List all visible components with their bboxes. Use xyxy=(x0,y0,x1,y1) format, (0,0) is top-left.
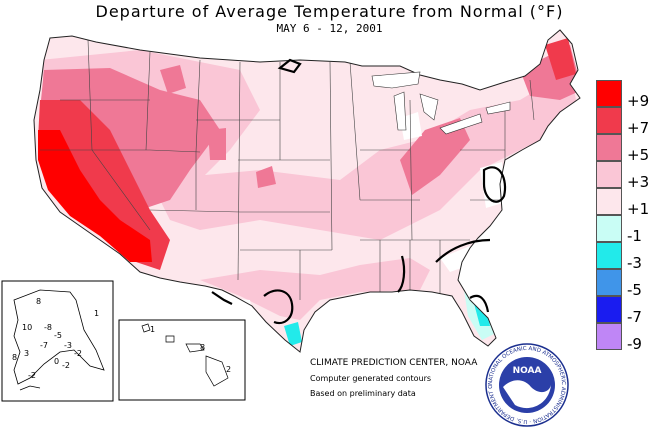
legend-label: -3 xyxy=(627,254,642,272)
alaska-label: -3 xyxy=(64,341,72,350)
alaska-shape xyxy=(13,289,105,385)
legend-label: +5 xyxy=(627,146,650,164)
hawaii-label: 8 xyxy=(200,343,205,352)
zero-contours xyxy=(211,58,507,325)
legend-label: -7 xyxy=(627,308,642,326)
legend-label: -1 xyxy=(627,227,642,245)
alaska-label: -2 xyxy=(62,361,70,370)
alaska-label: -7 xyxy=(40,341,48,350)
alaska-label: 8 xyxy=(36,297,41,306)
hawaii-island-oahu xyxy=(165,335,175,343)
legend-item: +3 xyxy=(596,161,656,191)
hawaii-island-kauai xyxy=(141,323,151,333)
legend-item: +1 xyxy=(596,188,656,218)
noaa-logo: NATIONAL OCEANIC AND ATMOSPHERIC ADMINIS… xyxy=(485,343,569,427)
alaska-label: -2 xyxy=(74,349,82,358)
aleutian-islands xyxy=(19,385,41,391)
alaska-label: 8 xyxy=(12,353,17,362)
legend-swatch xyxy=(596,80,622,107)
legend-label: +7 xyxy=(627,119,650,137)
legend-label: -9 xyxy=(627,335,642,353)
noaa-logo-gull-icon xyxy=(503,380,551,409)
contour-band-plus5-ohio xyxy=(400,118,470,195)
legend-swatch xyxy=(596,107,622,134)
legend-label: +3 xyxy=(627,173,650,191)
credits: CLIMATE PREDICTION CENTER, NOAA Computer… xyxy=(310,356,477,401)
legend-item: +9 xyxy=(596,80,656,110)
alaska-label: -2 xyxy=(28,371,36,380)
credits-org: CLIMATE PREDICTION CENTER, NOAA xyxy=(310,358,478,368)
legend-swatch xyxy=(596,134,622,161)
legend-item: +7 xyxy=(596,107,656,137)
hawaii-inset-frame xyxy=(118,319,246,401)
legend-swatch xyxy=(596,188,622,215)
great-lakes xyxy=(371,71,511,135)
color-legend: +9 +7 +5 +3 +1 -1 -3 -5 -7 -9 xyxy=(596,80,656,353)
credits-line1: Computer generated contours xyxy=(310,374,432,383)
us-outline xyxy=(33,29,581,353)
alaska-inset xyxy=(1,280,114,402)
noaa-logo-text: NOAA xyxy=(513,366,542,376)
legend-label: +1 xyxy=(627,200,650,218)
alaska-label: 10 xyxy=(22,323,32,332)
credits-line2: Based on preliminary data xyxy=(310,389,416,398)
contour-band-plus5-west xyxy=(40,68,220,210)
alaska-label: 3 xyxy=(24,349,29,358)
contour-band-plus5-wyoming xyxy=(208,128,226,160)
legend-swatch xyxy=(596,161,622,188)
contour-band-plus7-southwest xyxy=(38,100,170,270)
inset-labels: 8 1 10 -8 -5 -3 -7 3 -2 -2 8 -2 0 1 8 2 xyxy=(12,297,231,380)
alaska-label: 1 xyxy=(94,309,99,318)
legend-swatch xyxy=(596,323,622,350)
legend-item: -1 xyxy=(596,215,656,245)
legend-item: -7 xyxy=(596,296,656,326)
hawaii-inset xyxy=(118,319,246,401)
legend-item: -3 xyxy=(596,242,656,272)
contour-band-plus7-maine xyxy=(545,38,576,80)
contour-band-minus3-texas xyxy=(284,322,302,346)
legend-label: -5 xyxy=(627,281,642,299)
state-boundaries xyxy=(40,39,535,300)
legend-swatch xyxy=(596,242,622,269)
legend-item: -9 xyxy=(596,323,656,353)
contour-band-plus5-kansas xyxy=(256,166,276,188)
contour-band-cool-texas xyxy=(228,298,252,312)
hawaii-label: 1 xyxy=(150,325,155,334)
hawaii-island-maui xyxy=(185,343,205,353)
alaska-label: 0 xyxy=(54,357,59,366)
hawaii-label: 2 xyxy=(226,365,231,374)
legend-label: +9 xyxy=(627,92,650,110)
legend-swatch xyxy=(596,215,622,242)
contour-band-plus9-california xyxy=(38,130,152,262)
map-date-range: MAY 6 - 12, 2001 xyxy=(276,22,383,35)
legend-swatch xyxy=(596,296,622,323)
contour-band-plus5-montana xyxy=(160,65,186,94)
legend-item: +5 xyxy=(596,134,656,164)
hawaii-island-big xyxy=(205,355,229,387)
contour-band-plus3-central xyxy=(150,70,580,240)
contour-band-plus3-south xyxy=(200,258,430,320)
legend-item: -5 xyxy=(596,269,656,299)
alaska-label: -8 xyxy=(44,323,52,332)
map-title: Departure of Average Temperature from No… xyxy=(95,2,564,21)
alaska-label: -5 xyxy=(54,331,62,340)
legend-swatch xyxy=(596,269,622,296)
